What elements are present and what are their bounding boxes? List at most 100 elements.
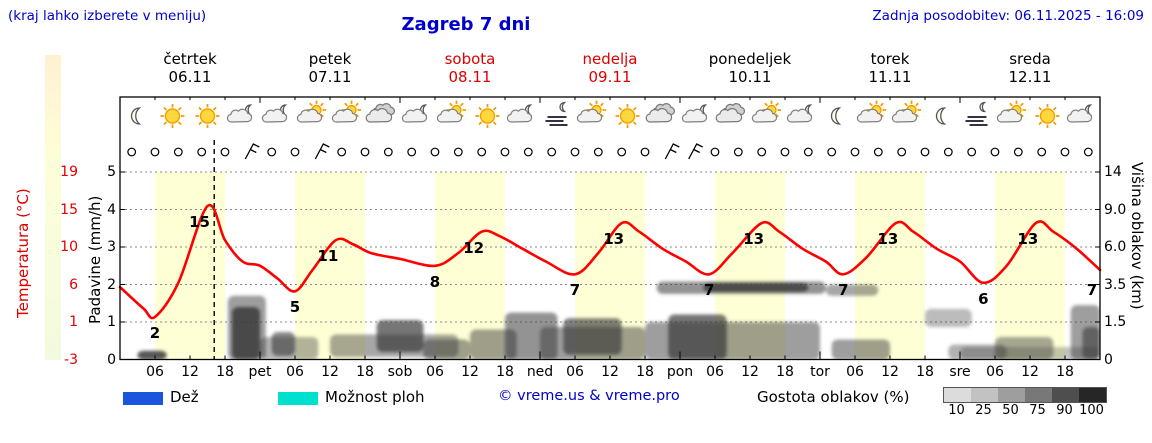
calm-wind-icon bbox=[197, 147, 207, 157]
moon-icon bbox=[830, 107, 842, 125]
cloud-density-blobs bbox=[137, 281, 1100, 360]
x-axis-label: 18 bbox=[776, 364, 794, 380]
partly-moon-icon bbox=[401, 104, 428, 123]
temperature-value-label: 13 bbox=[743, 230, 765, 249]
calm-wind-icon bbox=[873, 147, 883, 157]
x-axis-label: 06 bbox=[566, 364, 584, 380]
precip-tick-label: 0 bbox=[107, 351, 116, 368]
fog-icon bbox=[965, 101, 988, 126]
calm-wind-icon bbox=[803, 147, 813, 157]
temp-tick-label: 19 bbox=[60, 164, 78, 180]
precip-tick-label: 2 bbox=[107, 276, 116, 293]
cloud-scale-label: 50 bbox=[1002, 403, 1019, 418]
temperature-curve bbox=[118, 203, 1102, 320]
daytime-band bbox=[435, 172, 505, 360]
partly-sun-icon bbox=[856, 100, 886, 123]
cloud-scale-label: 100 bbox=[1079, 403, 1104, 418]
temperature-value-label: 7 bbox=[569, 281, 581, 300]
partly-moon-icon bbox=[261, 104, 288, 123]
fog-icon bbox=[545, 101, 568, 126]
showers-legend-label: Možnost ploh bbox=[325, 388, 425, 406]
calm-wind-icon bbox=[500, 147, 510, 157]
day-name: sobota bbox=[444, 50, 496, 68]
temperature-scale-strip bbox=[45, 55, 61, 360]
rain-legend-label: Dež bbox=[170, 388, 199, 406]
sun-icon bbox=[615, 104, 640, 128]
x-axis-label: 12 bbox=[881, 364, 899, 380]
cloud-density-scale-segment bbox=[998, 388, 1025, 402]
x-axis-label: 06 bbox=[706, 364, 724, 380]
cloud-icon bbox=[365, 103, 396, 123]
calm-wind-icon bbox=[290, 147, 300, 157]
cloud-density-scale bbox=[943, 387, 1107, 403]
cloud-density-legend-label: Gostota oblakov (%) bbox=[757, 388, 910, 406]
calm-wind-icon bbox=[920, 147, 930, 157]
calm-wind-icon bbox=[407, 147, 417, 157]
calm-wind-icon bbox=[757, 147, 767, 157]
x-axis-label: 12 bbox=[321, 364, 339, 380]
day-header: petek 07.11 bbox=[260, 50, 400, 86]
temperature-value-label: 5 bbox=[289, 298, 301, 317]
temperature-value-label: 2 bbox=[149, 323, 161, 342]
rain-legend-swatch bbox=[123, 392, 163, 405]
day-header: sreda 12.11 bbox=[960, 50, 1100, 86]
precip-tick-label: 4 bbox=[107, 201, 116, 218]
partly-sun-icon bbox=[996, 100, 1026, 123]
day-header: torek 11.11 bbox=[820, 50, 960, 86]
wind-barb-icon bbox=[314, 143, 330, 160]
calm-wind-icon bbox=[1060, 147, 1070, 157]
day-date: 10.11 bbox=[728, 68, 772, 86]
wind-symbols bbox=[127, 143, 1093, 160]
calm-wind-icon bbox=[967, 147, 977, 157]
temperature-value-label: 13 bbox=[877, 230, 899, 249]
x-axis-label: pon bbox=[666, 364, 694, 380]
calm-wind-icon bbox=[1083, 147, 1093, 157]
calm-wind-icon bbox=[570, 147, 580, 157]
calm-wind-icon bbox=[477, 147, 487, 157]
calm-wind-icon bbox=[173, 147, 183, 157]
sun-icon bbox=[1035, 104, 1060, 128]
calm-wind-icon bbox=[453, 147, 463, 157]
calm-wind-icon bbox=[640, 147, 650, 157]
temperature-value-label: 11 bbox=[317, 247, 339, 266]
cloud-scale-label: 90 bbox=[1056, 403, 1073, 418]
calm-wind-icon bbox=[943, 147, 953, 157]
x-axis-label: sob bbox=[387, 364, 413, 380]
x-axis-label: 18 bbox=[636, 364, 654, 380]
wind-barb-icon bbox=[664, 143, 680, 160]
x-axis-label: 06 bbox=[426, 364, 444, 380]
day-name: petek bbox=[308, 50, 352, 68]
sun-icon bbox=[160, 104, 185, 128]
x-axis-label: pet bbox=[248, 364, 272, 380]
x-axis-label: 12 bbox=[461, 364, 479, 380]
cloud-density-scale-segment bbox=[971, 388, 998, 402]
page-title: Zagreb 7 dni bbox=[401, 14, 531, 35]
x-axis-label: ned bbox=[526, 364, 554, 380]
day-date: 12.11 bbox=[1008, 68, 1052, 86]
day-header: sobota 08.11 bbox=[400, 50, 540, 86]
cloud-icon bbox=[715, 103, 746, 123]
partly-moon-icon bbox=[681, 104, 708, 123]
calm-wind-icon bbox=[593, 147, 603, 157]
x-axis-label: 18 bbox=[496, 364, 514, 380]
calm-wind-icon bbox=[220, 147, 230, 157]
calm-wind-icon bbox=[337, 147, 347, 157]
calm-wind-icon bbox=[990, 147, 1000, 157]
showers-legend-swatch bbox=[278, 392, 318, 405]
cloud-height-tick-label: 14 bbox=[1104, 164, 1122, 180]
calm-wind-icon bbox=[383, 147, 393, 157]
cloud-height-tick-label: 1.5 bbox=[1104, 314, 1127, 330]
calm-wind-icon bbox=[523, 147, 533, 157]
precip-tick-label: 5 bbox=[107, 164, 116, 180]
calm-wind-icon bbox=[710, 147, 720, 157]
x-axis-label: 06 bbox=[986, 364, 1004, 380]
daytime-band bbox=[155, 172, 225, 360]
calm-wind-icon bbox=[617, 147, 627, 157]
calm-wind-icon bbox=[267, 147, 277, 157]
credit-link[interactable]: © vreme.us & vreme.pro bbox=[498, 388, 680, 404]
day-date: 09.11 bbox=[588, 68, 632, 86]
day-date: 11.11 bbox=[868, 68, 912, 86]
partly-moon-icon bbox=[506, 104, 533, 123]
cloud-scale-label: 10 bbox=[948, 403, 965, 418]
partly-moon-icon bbox=[786, 104, 813, 123]
